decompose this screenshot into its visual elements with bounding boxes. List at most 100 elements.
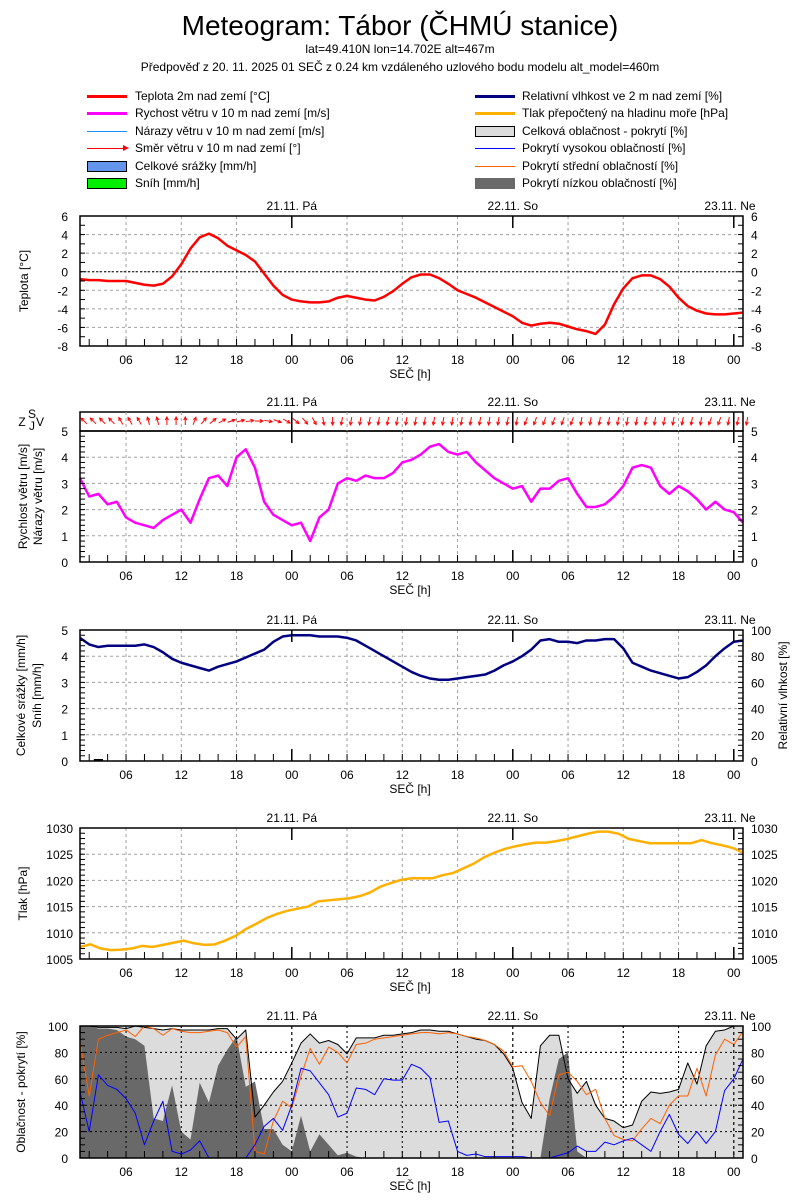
temperature-xtick-label: 18	[451, 353, 465, 367]
wind-arrow	[717, 417, 722, 425]
clouds-xlabel: SEČ [h]	[389, 1178, 430, 1193]
wind-arrow	[322, 416, 325, 426]
wind-arrow	[127, 417, 133, 425]
clouds-day-label: 21.11. Pá	[267, 1009, 318, 1023]
wind-arrow-head	[459, 421, 464, 427]
clouds-xtick-label: 00	[506, 1165, 520, 1179]
wind-arrow	[245, 419, 254, 423]
pressure-ytick-label: 1010	[46, 927, 73, 941]
clouds-panel: 100 80 60 40 20 0 100 80 60 40 20 0 06 12 18 00 06 12 18 00…	[14, 1009, 771, 1193]
legend-swatch-right-5	[475, 178, 515, 189]
wind-arrow	[340, 416, 344, 426]
pressure-xtick-label: 00	[285, 966, 299, 980]
temperature-frame	[79, 215, 744, 347]
wind-arrow-head	[413, 421, 418, 427]
legend-swatch-left-1	[87, 112, 127, 116]
clouds-ytick-label-right: 100	[751, 1020, 771, 1034]
wind-arrow-head	[717, 421, 721, 426]
wind-arrow-head	[496, 421, 501, 427]
wind-xlabel: SEČ [h]	[389, 582, 430, 597]
precip-xtick-label: 00	[285, 768, 299, 782]
wind-arrow-head	[643, 421, 648, 427]
temperature-xtick-label: 00	[285, 353, 299, 367]
precip-ytick-label: 0	[61, 755, 68, 769]
wind-arrow-head	[240, 418, 246, 423]
precip-xlabel: SEČ [h]	[389, 781, 430, 796]
legend-label-right-4: Pokrytí střední oblačností [%]	[522, 158, 679, 173]
temperature-panel: 6 4 2 0 -2 -4 -6 -8 6 4 2 0 -2 -4 -6 -8 06 12 18 00 06 12 18 00…	[17, 199, 762, 381]
wind-arrow-head	[468, 421, 473, 427]
clouds-day-label: 22.11. So	[488, 1009, 539, 1023]
wind-arrow-head	[376, 421, 381, 427]
wind-ytick-label: 4	[61, 451, 68, 465]
wind-arrow-head	[268, 419, 274, 424]
pressure-ytick-label-right: 1030	[751, 822, 778, 836]
wind-arrow	[405, 416, 408, 426]
wind-arrow-head	[514, 421, 519, 427]
wind-ylabel: Nárazy větru [m/s]	[31, 448, 45, 545]
wind-arrow	[497, 416, 500, 426]
wind-direction-strip	[79, 411, 744, 432]
precip-ytick-label: 5	[61, 624, 68, 638]
precip-xtick-label: 18	[451, 768, 465, 782]
wind-arrow	[533, 417, 538, 425]
precip-ylabel-right: Relativní vlhkost [%]	[776, 641, 790, 749]
wind-arrow	[264, 419, 273, 423]
wind-arrow-head	[689, 421, 694, 427]
wind-ytick-label-right: 0	[751, 556, 758, 570]
wind-arrow-head	[385, 421, 390, 427]
wind-day-label: 22.11. So	[488, 395, 539, 409]
pressure-xtick-label: 18	[230, 966, 244, 980]
wind-arrow-head	[634, 421, 639, 427]
wind-arrow	[432, 416, 436, 426]
wind-xtick-label: 18	[672, 569, 686, 583]
temperature-ytick-label-right: -2	[751, 284, 762, 298]
wind-compass-label: Z	[18, 415, 25, 429]
wind-arrow-head	[431, 421, 436, 427]
wind-arrow	[478, 416, 482, 426]
wind-arrow	[551, 417, 556, 425]
temperature-ytick-label: -2	[57, 284, 68, 298]
wind-arrow-head	[652, 421, 657, 427]
wind-xtick-label: 06	[340, 569, 354, 583]
pressure-xtick-label: 06	[340, 966, 354, 980]
temperature-ylabel: Teplota [°C]	[17, 250, 31, 312]
wind-arrow-head	[212, 417, 217, 422]
precip-ytick-label: 4	[61, 650, 68, 664]
wind-arrow-head	[523, 421, 528, 426]
precip-xtick-label: 00	[506, 768, 520, 782]
temperature-ytick-label-right: -8	[751, 340, 762, 354]
wind-arrow-head	[597, 421, 602, 427]
wind-arrow	[560, 417, 565, 425]
wind-arrow-head	[744, 421, 749, 427]
pressure-ytick-label-right: 1015	[751, 901, 778, 915]
precip-xtick-label: 18	[230, 768, 244, 782]
temperature-day-label: 22.11. So	[488, 199, 539, 213]
temperature-xtick-label: 18	[672, 353, 686, 367]
pressure-ylabel: Tlak [hPa]	[16, 866, 30, 920]
wind-arrow	[460, 416, 463, 426]
wind-arrow	[146, 417, 150, 425]
clouds-xtick-label: 18	[451, 1165, 465, 1179]
wind-arrow	[653, 416, 657, 426]
wind-arrow	[282, 418, 291, 424]
wind-arrow-head	[404, 421, 409, 427]
clouds-ytick-label: 100	[48, 1020, 68, 1034]
wind-arrow-head	[321, 421, 326, 427]
low-cloud-area	[80, 1026, 743, 1158]
clouds-ytick-label-right: 20	[751, 1126, 765, 1140]
legend-label-right-0: Relativní vlhkost ve 2 m nad zemí [%]	[522, 89, 723, 103]
legend-swatch-right-3	[475, 148, 515, 150]
total-cloud-line	[80, 1025, 743, 1129]
temperature-xtick-label: 18	[230, 353, 244, 367]
wind-xtick-label: 12	[396, 569, 410, 583]
wind-arrow	[192, 417, 197, 425]
clouds-ytick-label-right: 60	[751, 1073, 765, 1087]
clouds-day-label: 23.11. Ne	[704, 1009, 755, 1023]
wind-arrow-head	[118, 416, 123, 422]
precip-xtick-label: 06	[340, 768, 354, 782]
wind-arrow-head	[394, 421, 399, 427]
legend-swatch-right-2	[475, 125, 515, 137]
wind-arrow	[542, 417, 547, 425]
wind-arrow	[200, 417, 207, 425]
